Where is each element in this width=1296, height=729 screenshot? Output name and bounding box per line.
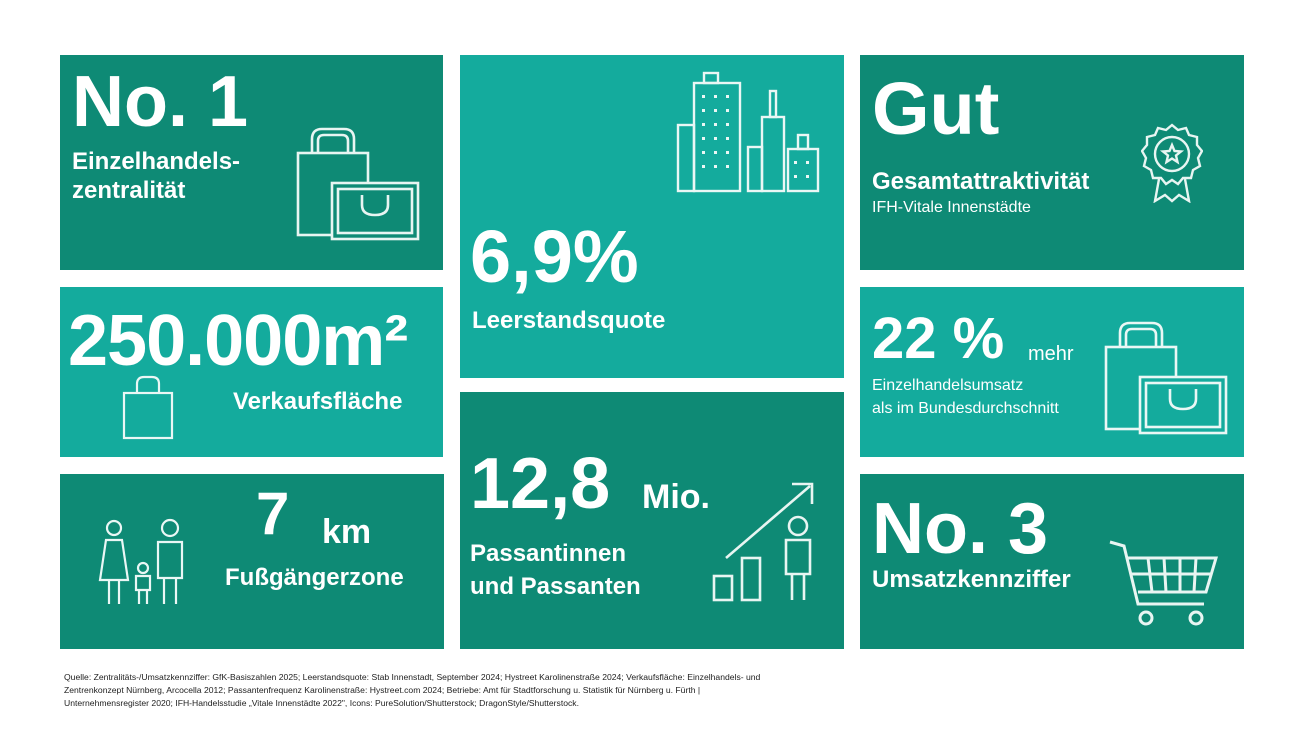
city-buildings-icon — [674, 69, 826, 195]
tile-value: No. 1 — [72, 62, 249, 142]
tile-label: Gesamtattraktivität — [872, 168, 1090, 195]
growth-chart-person-icon — [710, 480, 822, 604]
tile-zentralitaet: No. 1 Einzelhandels- zentralität — [60, 55, 443, 270]
source-note: Quelle: Zentralitäts-/Umsatzkennziffer: … — [64, 671, 934, 709]
tile-value: 6,9% — [470, 215, 639, 298]
tile-label: Fußgängerzone — [225, 564, 404, 591]
family-icon — [98, 518, 188, 608]
tile-leerstand: 6,9% Leerstandsquote — [460, 55, 844, 378]
tile-label: und Passanten — [470, 573, 641, 600]
source-line: Zentrenkonzept Nürnberg, Arcocella 2012;… — [64, 684, 701, 695]
tile-label: Passantinnen — [470, 540, 627, 567]
tile-label: Umsatzkennziffer — [872, 566, 1071, 593]
tile-value: 12,8 — [470, 444, 611, 524]
tile-label: Leerstandsquote — [472, 307, 666, 334]
tile-value: 7 — [256, 480, 290, 547]
tile-label: als im Bundesdurchschnitt — [872, 400, 1059, 417]
tile-label: Verkaufsfläche — [233, 388, 403, 415]
tile-umsatz: 22 % mehr Einzelhandelsumsatz als im Bun… — [860, 287, 1244, 457]
tile-value: No. 3 — [872, 489, 1049, 569]
tile-value: 250.000m² — [68, 301, 408, 381]
tile-value: 22 % — [872, 306, 1005, 371]
tile-label: Einzelhandels- — [72, 148, 241, 175]
award-rosette-icon — [1141, 123, 1203, 203]
source-line: Quelle: Zentralitäts-/Umsatzkennziffer: … — [64, 672, 761, 682]
tile-value-unit: km — [322, 513, 372, 551]
tile-label: Einzelhandelsumsatz — [872, 377, 1024, 394]
tile-label: zentralität — [72, 177, 186, 204]
tile-verkaufsflaeche: 250.000m² Verkaufsfläche — [60, 287, 443, 457]
shopping-cart-icon — [1108, 534, 1220, 630]
shopping-bag-icon — [122, 375, 176, 441]
tile-value-suffix: mehr — [1028, 343, 1074, 365]
tile-passanten: 12,8 Mio. Passantinnen und Passanten — [460, 392, 844, 649]
tile-attraktivitaet: Gut Gesamtattraktivität IFH-Vitale Innen… — [860, 55, 1244, 270]
tile-fussgaengerzone: 7 km Fußgängerzone — [60, 474, 444, 649]
tile-umsatzkennziffer: No. 3 Umsatzkennziffer — [860, 474, 1244, 649]
tile-value: Gut — [872, 67, 1000, 150]
tile-value-unit: Mio. — [642, 478, 710, 516]
source-line: Unternehmensregister 2020; IFH-Handelsst… — [64, 697, 579, 708]
shopping-bags-icon — [296, 127, 426, 243]
tile-sublabel: IFH-Vitale Innenstädte — [872, 199, 1031, 216]
shopping-bags-icon — [1104, 321, 1234, 437]
